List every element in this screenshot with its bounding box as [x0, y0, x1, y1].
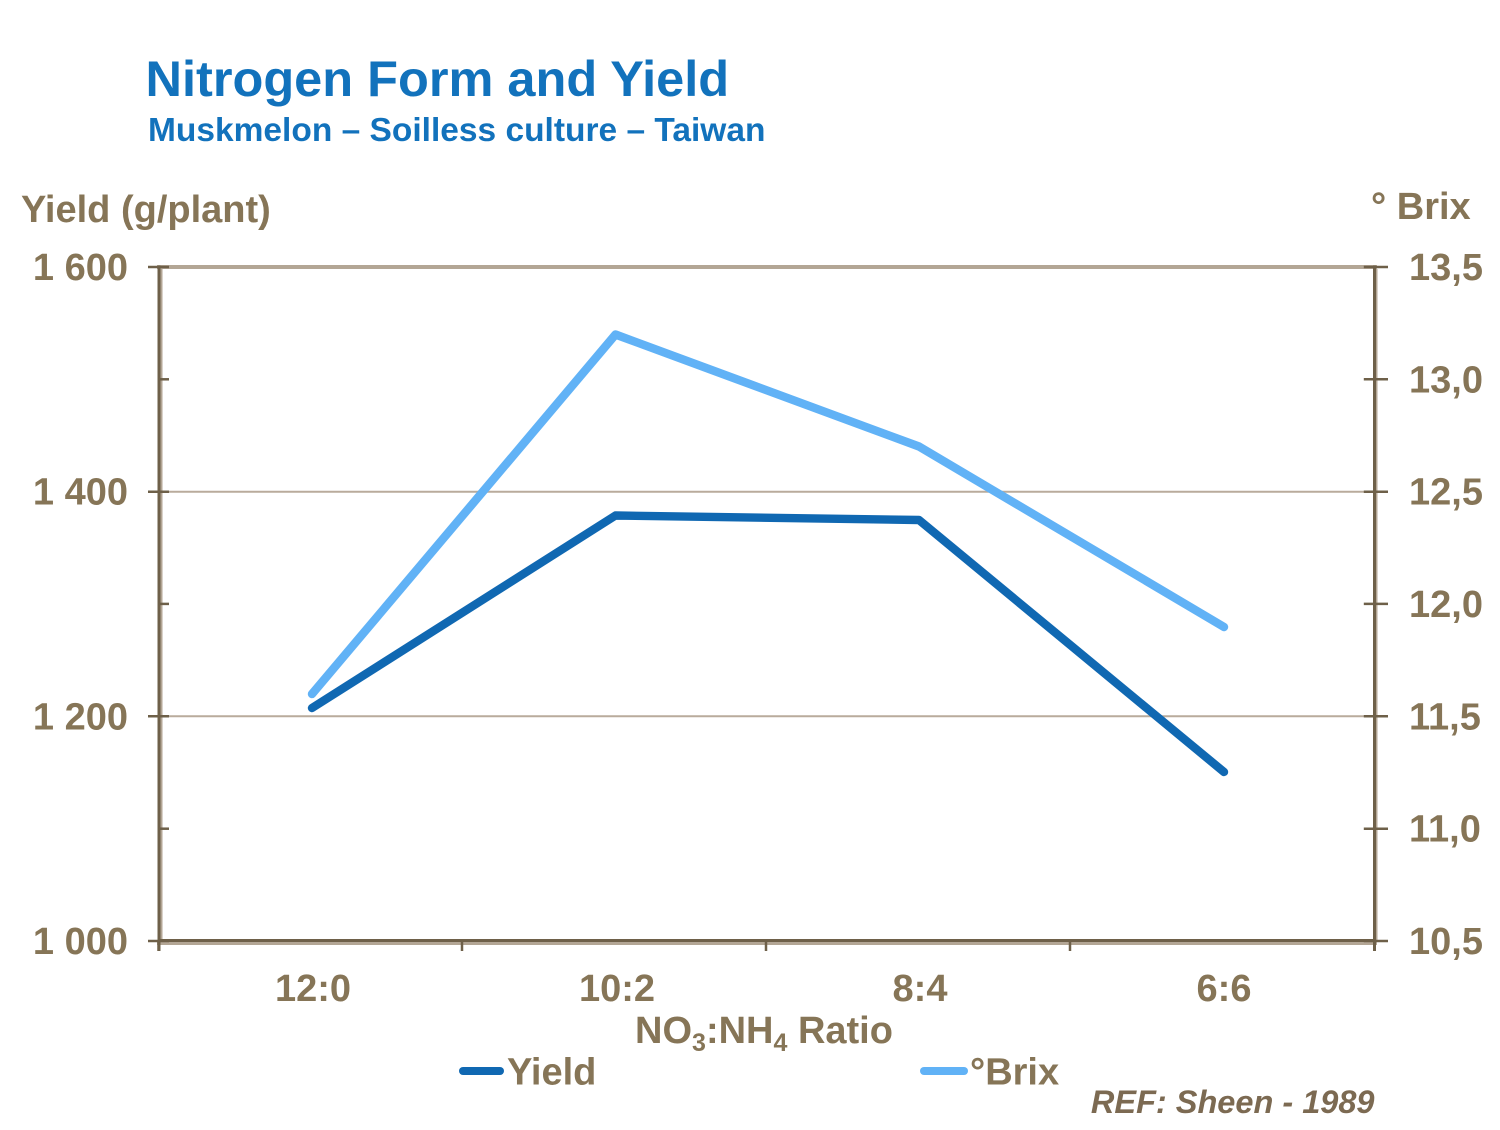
- svg-text:12,0: 12,0: [1409, 584, 1483, 626]
- svg-text:Nitrogen Form and Yield: Nitrogen Form and Yield: [146, 50, 730, 107]
- svg-text:11,5: 11,5: [1409, 696, 1481, 738]
- svg-text:REF: Sheen - 1989: REF: Sheen - 1989: [1091, 1084, 1375, 1120]
- svg-text:10:2: 10:2: [579, 968, 655, 1010]
- svg-text:10,5: 10,5: [1409, 921, 1483, 963]
- svg-text:8:4: 8:4: [893, 968, 948, 1010]
- svg-text:Muskmelon – Soilless culture –: Muskmelon – Soilless culture – Taiwan: [148, 112, 765, 149]
- svg-text:Yield: Yield: [507, 1052, 596, 1094]
- svg-text:° Brix: ° Brix: [1371, 186, 1471, 228]
- svg-text:6:6: 6:6: [1197, 968, 1252, 1010]
- svg-text:1 000: 1 000: [33, 921, 128, 963]
- svg-text:13,0: 13,0: [1409, 359, 1483, 401]
- svg-text:12:0: 12:0: [275, 968, 351, 1010]
- svg-text:13,5: 13,5: [1409, 247, 1483, 289]
- svg-text:1 600: 1 600: [33, 247, 128, 289]
- svg-text:NO3:NH4 Ratio: NO3:NH4 Ratio: [635, 1010, 893, 1057]
- svg-text:11,0: 11,0: [1409, 809, 1481, 851]
- svg-text:Yield (g/plant): Yield (g/plant): [21, 189, 271, 231]
- svg-text:1 200: 1 200: [33, 696, 128, 738]
- svg-text:12,5: 12,5: [1409, 472, 1483, 514]
- svg-text:°Brix: °Brix: [970, 1052, 1059, 1094]
- svg-text:1 400: 1 400: [33, 472, 128, 514]
